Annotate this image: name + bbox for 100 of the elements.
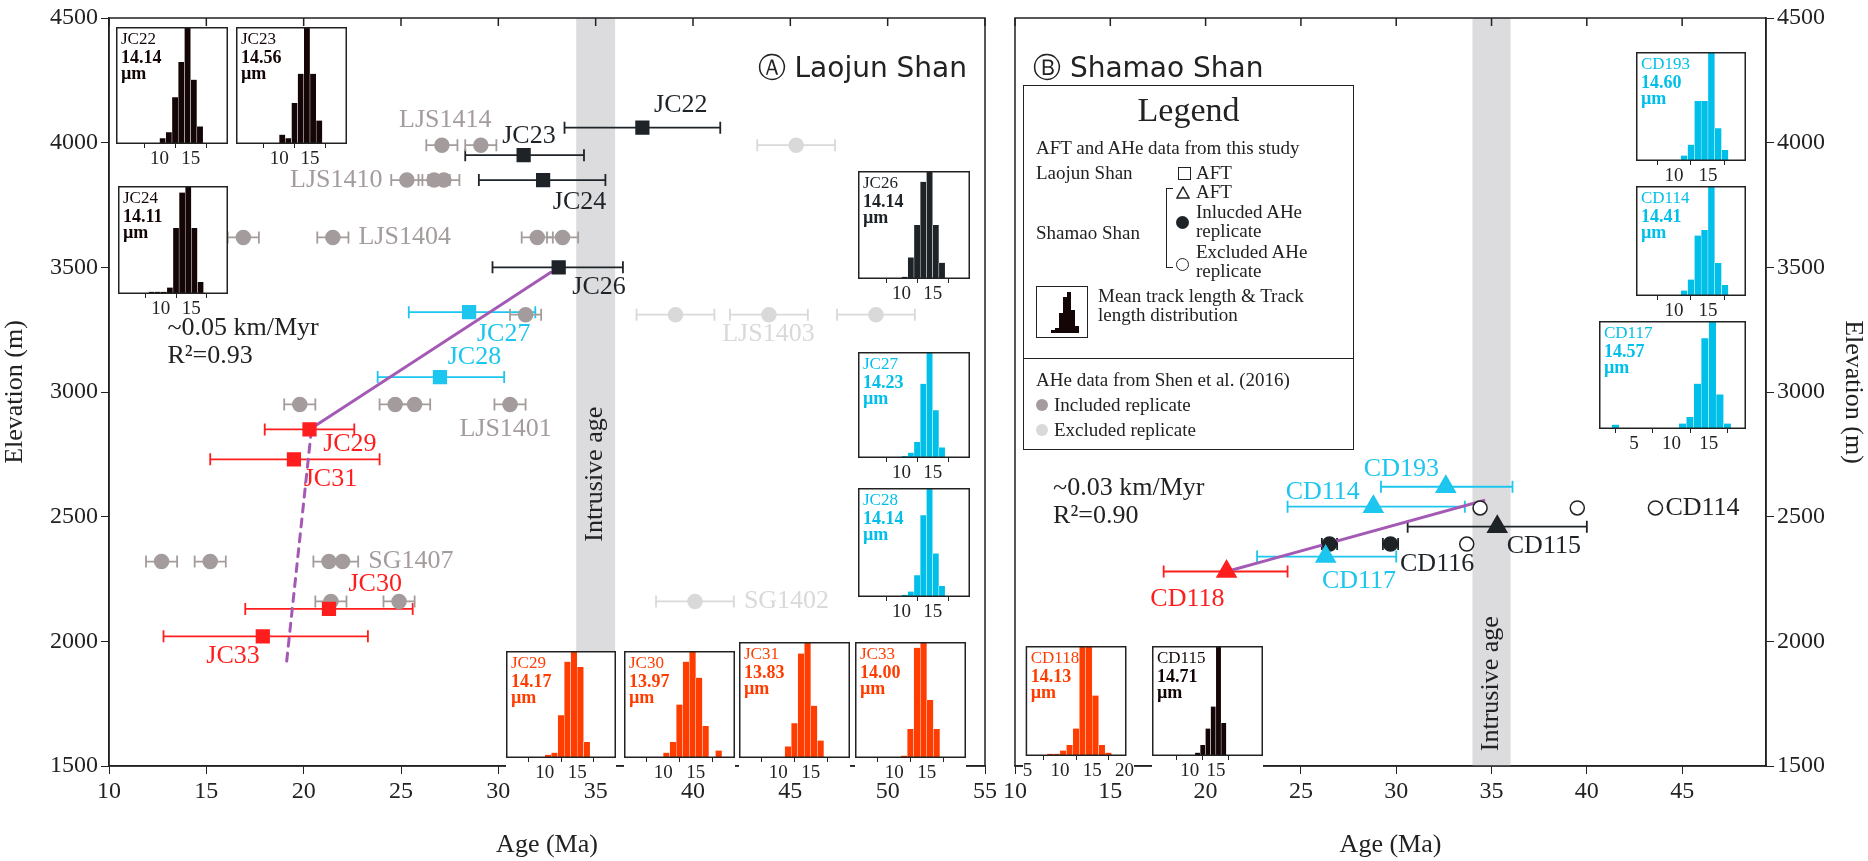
y-tick-label: 3500 <box>1777 252 1825 279</box>
text: 14.56 µm <box>241 46 282 83</box>
annotation: ~0.03 km/Myr R²=0.90 <box>1053 471 1205 529</box>
x-tick-label: 45 <box>1670 776 1695 803</box>
y-axis-title: Elevation (m) <box>1839 320 1868 464</box>
chart-title: CD118 <box>1030 647 1080 667</box>
data-label: JC29 <box>323 428 377 458</box>
data-label: CD114 <box>1665 491 1740 521</box>
text: 14.17 µm <box>511 670 552 707</box>
text: 14.14 µm <box>863 507 904 544</box>
y-tick-label: 2000 <box>1777 626 1825 653</box>
x-tick-label: 20 <box>291 776 316 803</box>
annotation: Shamao Shan <box>1036 222 1140 243</box>
data-label: JC22 <box>654 89 708 119</box>
x-tick-label: 10 <box>768 761 788 783</box>
x-tick-label: 15 <box>923 600 943 622</box>
data-label: CD115 <box>1506 530 1581 560</box>
x-tick-label: 15 <box>567 761 587 783</box>
text: 14.00 µm <box>860 661 901 698</box>
y-tick-label: 2500 <box>1777 501 1825 528</box>
data-label: JC23 <box>502 120 556 150</box>
chart-title: JC30 <box>629 652 664 672</box>
x-tick-label: 10 <box>892 282 912 304</box>
y-tick-label: 1500 <box>1777 751 1825 778</box>
annotation: Mean track length & Track length distribution <box>1098 285 1305 325</box>
annotation: Laojun Shan <box>1036 162 1133 183</box>
x-tick-label: 10 <box>892 461 912 483</box>
annotation: AFT <box>1196 162 1232 183</box>
x-tick-label: 30 <box>1384 776 1409 803</box>
text: 14.71 µm <box>1157 665 1198 702</box>
x-tick-label: 15 <box>194 776 219 803</box>
chart-title: JC22 <box>121 28 156 48</box>
data-label: JC24 <box>552 186 607 216</box>
data-label: JC31 <box>303 463 358 493</box>
x-tick-label: 10 <box>1661 432 1681 454</box>
x-axis-title: Age (Ma) <box>496 829 598 859</box>
x-tick-label: 15 <box>1698 164 1718 186</box>
data-label: CD117 <box>1321 565 1397 595</box>
y-tick-label: 3500 <box>50 252 98 279</box>
y-tick-label: 3000 <box>50 377 98 404</box>
annotation: Excluded AHe replicate <box>1196 241 1309 281</box>
y-tick-label: 4500 <box>50 3 98 30</box>
data-label: CD116 <box>1400 547 1475 577</box>
chart-title: CD117 <box>1604 322 1653 342</box>
x-tick-label: 15 <box>1698 299 1718 321</box>
text: 14.14 µm <box>121 46 162 83</box>
annotation: Inlucded AHe replicate <box>1196 201 1304 241</box>
data-label: CD118 <box>1150 582 1225 612</box>
text: Ⓑ Shamao Shan <box>1033 51 1264 85</box>
x-tick-label: 55 <box>973 776 997 803</box>
x-tick-label: 10 <box>535 761 555 783</box>
x-tick-label: 15 <box>1699 432 1719 454</box>
annotation: AFT <box>1196 181 1232 202</box>
text: 14.60 µm <box>1641 71 1682 108</box>
y-axis-title: Elevation (m) <box>0 320 29 464</box>
y-tick-label: 4000 <box>50 127 98 154</box>
x-tick-label: 10 <box>1664 299 1684 321</box>
x-axis-title: Age (Ma) <box>1339 829 1442 859</box>
chart-title: JC28 <box>863 489 898 509</box>
x-tick-label: 15 <box>801 761 821 783</box>
x-tick-label: 10 <box>884 761 904 783</box>
x-tick-label: 10 <box>1664 164 1684 186</box>
x-tick-label: 25 <box>1288 776 1313 803</box>
text: 14.41 µm <box>1641 205 1682 242</box>
data-label: JC26 <box>572 271 626 301</box>
x-tick-label: 10 <box>892 600 912 622</box>
chart-title: CD115 <box>1157 647 1206 667</box>
x-tick-label: 15 <box>181 147 201 169</box>
data-label: LJS1404 <box>358 221 451 251</box>
x-tick-label: 30 <box>486 776 511 803</box>
x-tick-label: 10 <box>269 147 289 169</box>
x-tick-label: 35 <box>1479 776 1504 803</box>
text: 13.83 µm <box>744 661 785 698</box>
x-tick-label: 10 <box>151 297 171 319</box>
x-tick-label: 15 <box>686 761 706 783</box>
chart-title: JC33 <box>860 643 895 663</box>
x-tick-label: 10 <box>97 776 121 803</box>
x-tick-label: 15 <box>917 761 937 783</box>
chart-title: JC27 <box>863 353 899 373</box>
annotation: Excluded replicate <box>1054 419 1196 440</box>
data-label: JC33 <box>206 640 260 670</box>
annotation: Included replicate <box>1054 394 1191 415</box>
x-tick-label: 10 <box>1050 759 1070 781</box>
data-label: CD114 <box>1285 475 1360 505</box>
text: 14.23 µm <box>863 371 904 408</box>
text: 14.13 µm <box>1030 665 1072 702</box>
y-tick-label: 1500 <box>50 751 98 778</box>
chart-title: JC29 <box>511 652 546 672</box>
data-label: CD193 <box>1363 453 1439 483</box>
chart-title: JC24 <box>123 187 159 207</box>
chart-title: JC23 <box>241 28 276 48</box>
band-label: Intrusive age <box>579 406 609 542</box>
annotation: AFT and AHe data from this study <box>1036 137 1300 158</box>
annotation: AHe data from Shen et al. (2016) <box>1036 369 1290 390</box>
y-tick-label: 4500 <box>1777 3 1825 30</box>
x-tick-label: 5 <box>1629 432 1639 454</box>
band-label: Intrusive age <box>1475 616 1505 752</box>
data-label: LJS1414 <box>399 104 492 134</box>
x-tick-label: 40 <box>1574 776 1599 803</box>
chart-title: JC26 <box>863 172 898 192</box>
